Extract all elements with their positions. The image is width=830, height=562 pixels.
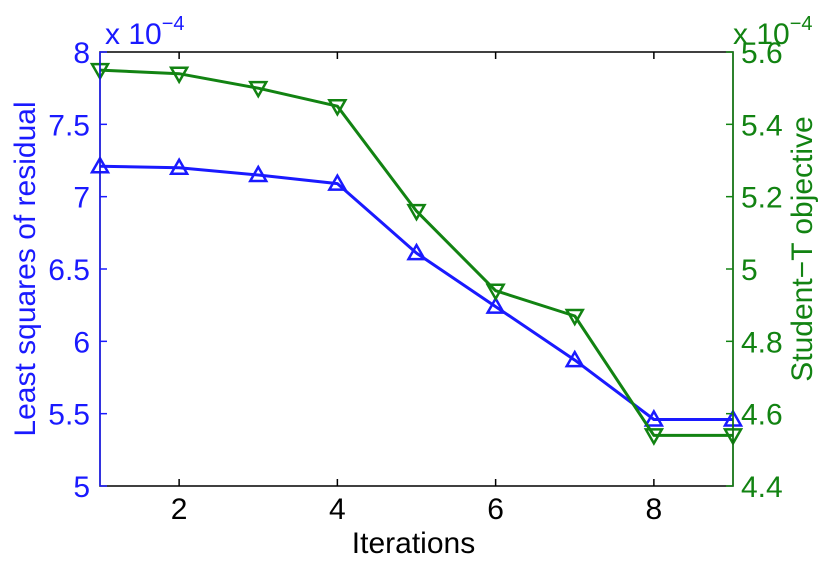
right-axis-title: Student−T objective: [786, 116, 819, 381]
series-1-point: [564, 349, 585, 368]
right-tick-label: 4.8: [741, 326, 783, 359]
series-1-point: [248, 164, 269, 183]
series-2-point: [248, 80, 269, 99]
left-tick-label: 6: [73, 326, 90, 359]
series-2-point: [643, 428, 665, 446]
left-tick-label: 5.5: [48, 399, 90, 432]
left-tick-label: 5: [73, 471, 90, 504]
series-1-point: [485, 296, 506, 314]
plot-frame: [99, 51, 734, 487]
x-tick-label: 6: [487, 493, 504, 526]
right-tick-label: 5.2: [741, 182, 783, 215]
plot-area: [89, 62, 744, 446]
series-2-point: [327, 99, 348, 117]
right-tick-label: 5.4: [741, 109, 783, 142]
right-tick-label: 5.6: [741, 37, 783, 70]
left-axis-multiplier: x 10−4: [105, 13, 185, 51]
left-tick-label: 6.5: [48, 254, 90, 287]
x-axis-title: Iterations: [352, 527, 475, 560]
right-tick-label: 4.4: [741, 471, 783, 504]
series-1-point: [643, 408, 665, 427]
left-tick-label: 7: [73, 182, 90, 215]
series-1-point: [168, 157, 190, 175]
series-2-point: [406, 203, 427, 222]
series-2-point: [485, 283, 506, 302]
left-axis-title: Least squares of residual: [9, 101, 42, 436]
right-tick-label: 4.6: [741, 399, 783, 432]
right-tick-label: 5: [741, 254, 758, 287]
series-2-point: [564, 308, 585, 327]
x-tick-label: 4: [329, 493, 346, 526]
x-tick-label: 8: [646, 493, 663, 526]
series-line-1: [99, 164, 733, 421]
series-line-2: [99, 68, 733, 437]
left-multiplier-base: x 10: [105, 18, 162, 51]
right-multiplier-base: x 10: [733, 18, 790, 51]
right-multiplier-exponent: −4: [790, 13, 813, 35]
left-tick-label: 8: [73, 37, 90, 70]
series-2-point: [168, 66, 190, 85]
series-1-point: [406, 242, 427, 261]
right-axis-multiplier: x 10−4: [733, 13, 813, 51]
left-tick-label: 7.5: [48, 109, 90, 142]
series-1-point: [327, 173, 348, 191]
x-tick-label: 2: [171, 493, 188, 526]
left-multiplier-exponent: −4: [162, 13, 185, 35]
axes: 2 4 6 8 5 5.5 6 6.5 7 7.5 8 4.4 4.6 4.8 5 5.2 5.4 5.6: [48, 37, 782, 526]
